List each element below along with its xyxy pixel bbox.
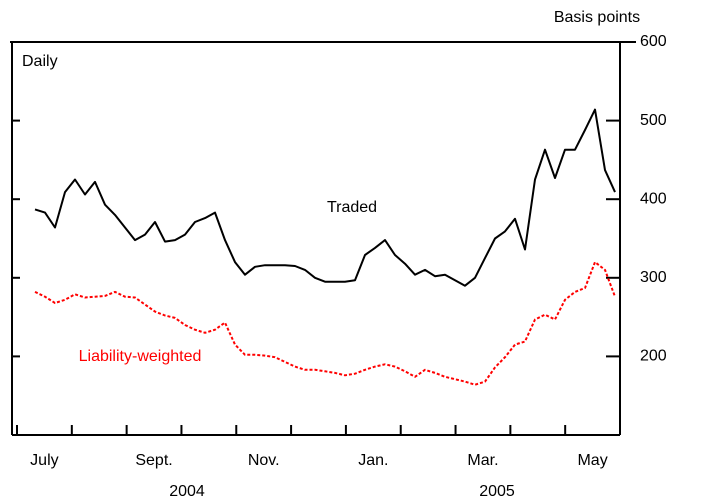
y-tick-label: 400: [640, 190, 667, 207]
y-tick-label: 200: [640, 348, 667, 365]
x-tick-label: Nov.: [248, 452, 280, 469]
x-tick-label: July: [30, 452, 58, 469]
series-line: [34, 108, 616, 287]
series-label: Traded: [327, 199, 377, 216]
y-tick-label: 300: [640, 269, 667, 286]
series-label: Liability-weighted: [79, 348, 202, 365]
year-label: 2005: [479, 483, 515, 500]
x-tick-label: May: [577, 452, 607, 469]
x-tick-label: Jan.: [358, 452, 388, 469]
y-tick-label: 500: [640, 112, 667, 129]
x-tick-label: Mar.: [467, 452, 498, 469]
subtitle: Daily: [22, 53, 58, 70]
y-axis-label: Basis points: [554, 9, 640, 26]
series-line: [34, 261, 616, 386]
x-tick-label: Sept.: [135, 452, 172, 469]
year-label: 2004: [169, 483, 205, 500]
y-tick-label: 600: [640, 33, 667, 50]
